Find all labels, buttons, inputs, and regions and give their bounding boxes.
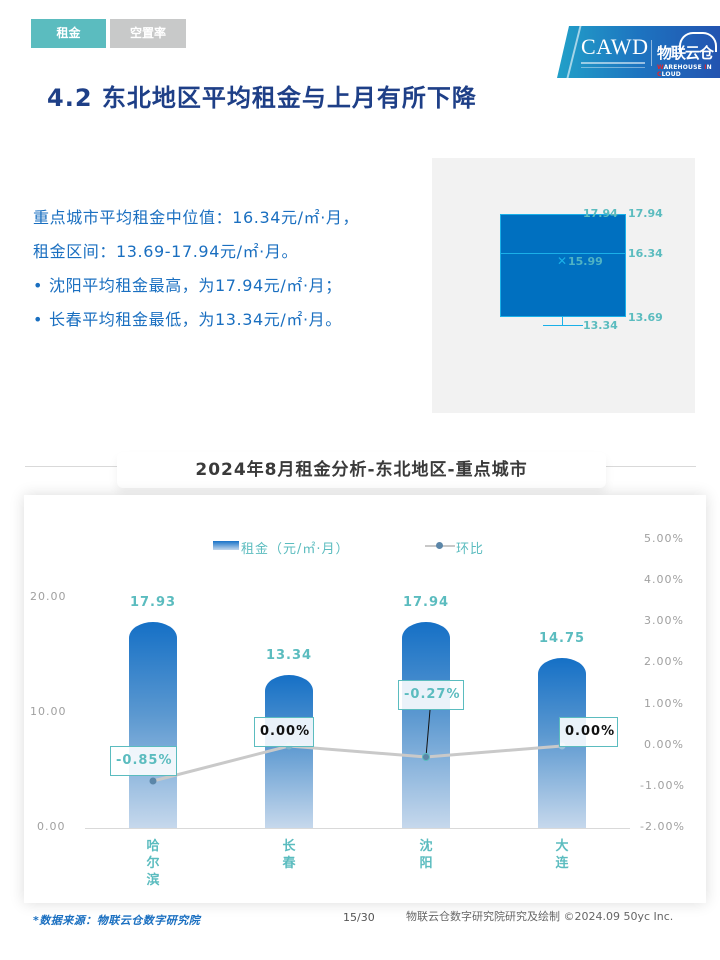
- boxplot-mean-marker-icon: ✕: [557, 254, 568, 268]
- left-axis-tick: 10.00: [30, 705, 67, 718]
- section-divider-left: [25, 466, 117, 467]
- summary-range-line: 租金区间：13.69-17.94元/㎡·月。: [33, 242, 299, 261]
- logo-divider: [651, 40, 652, 66]
- section-title: 2024年8月租金分析-东北地区-重点城市: [195, 460, 528, 480]
- mom-callout-dalian: 0.00%: [559, 717, 618, 747]
- bullet-dot-icon: •: [33, 276, 44, 295]
- summary-median-line: 重点城市平均租金中位值：16.34元/㎡·月，: [33, 208, 360, 227]
- category-label-changchun: 长春: [282, 839, 296, 871]
- right-axis-tick: 0.00%: [644, 738, 684, 751]
- left-axis-tick: 20.00: [30, 590, 67, 603]
- left-axis-tick: 0.00: [37, 820, 66, 833]
- logo-slash-decoration: [566, 26, 582, 78]
- bar-value-label: 14.75: [538, 631, 586, 646]
- boxplot-max-label: 17.94: [628, 207, 663, 220]
- x-axis-baseline: [85, 828, 630, 829]
- bar-harbin[interactable]: [129, 622, 177, 828]
- boxplot-median-line: [500, 253, 626, 254]
- tab-vacancy-rate[interactable]: 空置率: [110, 19, 186, 48]
- cloud-icon: [679, 32, 717, 52]
- legend-line-dot-icon: [436, 542, 443, 549]
- summary-bullet-highest: • 沈阳平均租金最高，为17.94元/㎡·月；: [33, 273, 359, 307]
- boxplot-whisker-stem: [562, 317, 563, 326]
- right-axis-tick: 4.00%: [644, 573, 684, 586]
- data-source-note: *数据来源：物联云仓数字研究院: [33, 914, 201, 927]
- boxplot-min-label: 13.34: [583, 319, 618, 332]
- category-label-dalian: 大连: [555, 839, 569, 871]
- legend-bar-swatch: [213, 541, 239, 550]
- boxplot-median-label: 16.34: [628, 247, 663, 260]
- bar-value-label: 17.93: [129, 595, 177, 610]
- boxplot-max-inner-label: 17.94: [583, 207, 618, 220]
- right-axis-tick: -2.00%: [640, 820, 685, 833]
- summary-text: 重点城市平均租金中位值：16.34元/㎡·月， 租金区间：13.69-17.94…: [33, 205, 359, 341]
- right-axis-tick: -1.00%: [640, 779, 685, 792]
- boxplot-whisker-cap: [543, 325, 583, 326]
- page-number: 15/30: [343, 911, 375, 924]
- bar-value-label: 13.34: [265, 648, 313, 663]
- right-axis-tick: 2.00%: [644, 655, 684, 668]
- mom-callout-changchun: 0.00%: [254, 717, 314, 747]
- mom-callout-shenyang: -0.27%: [398, 680, 464, 710]
- summary-bullet-lowest: • 长春平均租金最低，为13.34元/㎡·月。: [33, 307, 359, 341]
- chart-card: [24, 495, 706, 903]
- cawd-logo-text: CAWD: [581, 34, 649, 59]
- section-divider-right: [606, 466, 696, 467]
- cawd-subtitle-line: [581, 62, 645, 64]
- footer-credit: 物联云仓数字研究院研究及绘制 ©2024.09 50yc Inc.: [406, 910, 674, 923]
- boxplot-q1-label: 13.69: [628, 311, 663, 324]
- bar-changchun[interactable]: [265, 675, 313, 828]
- legend-mom: 环比: [456, 542, 485, 557]
- boxplot-mean-label: 15.99: [568, 255, 603, 268]
- legend-rent: 租金（元/㎡·月）: [241, 542, 350, 557]
- category-label-harbin: 哈尔滨: [146, 839, 160, 888]
- right-axis-tick: 3.00%: [644, 614, 684, 627]
- right-axis-tick: 1.00%: [644, 697, 684, 710]
- bar-shenyang[interactable]: [402, 622, 450, 828]
- tab-rent[interactable]: 租金: [31, 19, 106, 48]
- brand-name-en: WAREHOUSE IN CLOUD: [657, 64, 712, 78]
- bullet-dot-icon: •: [33, 310, 44, 329]
- mom-callout-harbin: -0.85%: [110, 746, 177, 776]
- category-label-shenyang: 沈阳: [419, 839, 433, 871]
- boxplot-box: [500, 214, 626, 317]
- section-heading-card: [117, 452, 606, 488]
- page-title: 4.2 东北地区平均租金与上月有所下降: [47, 84, 477, 112]
- brand-logo: CAWD 物联云仓 WAREHOUSE IN CLOUD: [557, 26, 720, 78]
- right-axis-tick: 5.00%: [644, 532, 684, 545]
- cawd-subtitle-line-en: [581, 67, 645, 68]
- bar-value-label: 17.94: [402, 595, 450, 610]
- brand-name-cn: 物联云仓: [657, 44, 714, 62]
